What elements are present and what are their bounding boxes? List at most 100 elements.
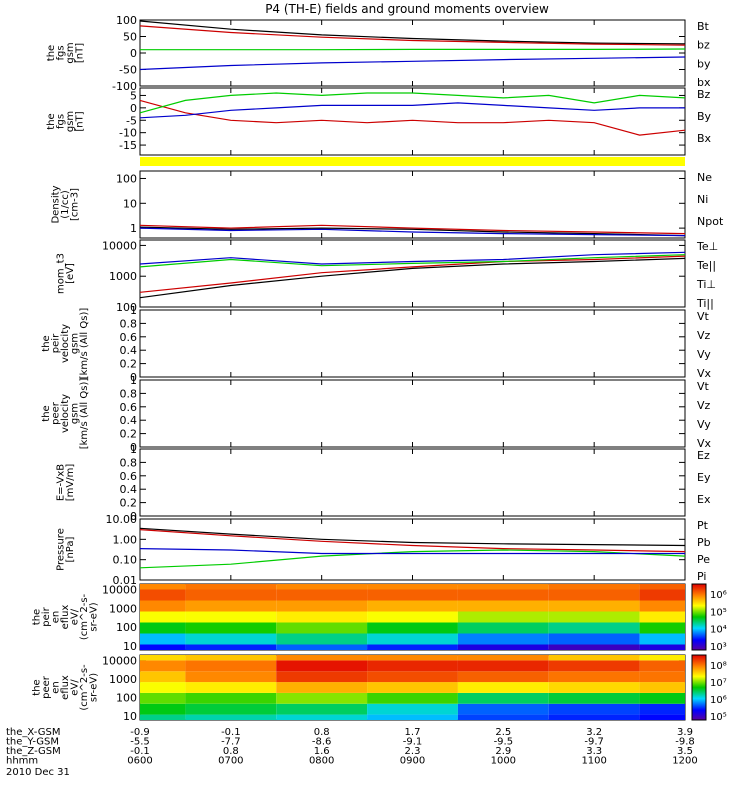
legend-entry: Ni: [697, 193, 708, 206]
legend-entry: Npot: [697, 215, 724, 228]
legend-entry: bx: [697, 76, 711, 89]
y-axis-label: fgs: [55, 45, 66, 60]
heatmap-cell: [185, 671, 277, 683]
heatmap-cell: [276, 692, 368, 704]
legend-entry: Ey: [697, 471, 711, 484]
x-row-label: the_Y-GSM: [6, 737, 59, 748]
y-axis-label: peir: [51, 333, 62, 353]
colorbar-tick-label: 10⁵: [710, 712, 727, 723]
panel-frame: [139, 379, 686, 448]
y-tick-label: 0.6: [120, 470, 138, 483]
y-axis-label: peer: [41, 675, 52, 699]
y-axis-label: gsm: [65, 42, 76, 63]
series-line: [139, 254, 686, 268]
y-tick-label: 10000: [102, 584, 137, 597]
panel-frame: [139, 87, 686, 156]
heatmap-cell: [548, 644, 640, 650]
x-tick-label: -9.8: [675, 737, 695, 748]
x-tick-label: 3.3: [586, 746, 602, 757]
heatmap-cell: [639, 692, 685, 704]
y-tick-label: 0: [130, 441, 137, 454]
heatmap-cell: [185, 622, 277, 634]
y-tick-label: 0.4: [120, 344, 138, 357]
heatmap-cell: [639, 611, 685, 623]
heatmap-cell: [140, 589, 186, 601]
y-axis-label: [mV/m]: [65, 464, 76, 502]
y-axis-label: the: [32, 679, 43, 695]
y-tick-label: 50: [123, 31, 137, 44]
y-tick-label: 5: [130, 89, 137, 102]
y-axis-label: [km/s (All Qs)]: [79, 378, 90, 450]
heatmap-cell: [140, 611, 186, 623]
heatmap-cell: [639, 584, 685, 590]
heatmap-cell: [548, 692, 640, 704]
y-axis-label: [nT]: [74, 111, 85, 131]
series-line: [139, 527, 686, 547]
series-line: [139, 529, 686, 553]
heatmap-cell: [140, 584, 186, 590]
colorbar-tick-label: 10⁸: [710, 661, 727, 672]
heatmap-cell: [185, 682, 277, 693]
heatmap-cell: [276, 671, 368, 683]
heatmap-cell: [457, 682, 549, 693]
series-line: [139, 20, 686, 45]
heatmap-cell: [548, 682, 640, 693]
heatmap-cell: [457, 600, 549, 612]
legend-entry: Pe: [697, 553, 710, 566]
y-tick-label: 10000: [102, 239, 137, 252]
legend-entry: Vy: [697, 418, 711, 431]
heatmap-cell: [639, 703, 685, 715]
colorbar-tick-label: 10⁷: [710, 678, 727, 689]
series-line: [139, 224, 686, 235]
y-tick-label: 0.8: [120, 317, 138, 330]
y-axis-label: eflux: [60, 605, 71, 630]
y-tick-label: -10: [119, 127, 137, 140]
x-tick-label: 3.5: [677, 746, 693, 757]
heatmap-cell: [548, 655, 640, 661]
status-bar: [140, 157, 685, 166]
series-line: [139, 548, 685, 555]
heatmap-cell: [548, 633, 640, 645]
figure-title: P4 (TH-E) fields and ground moments over…: [265, 2, 549, 16]
y-tick-label: 100: [116, 14, 137, 27]
heatmap-cell: [140, 692, 186, 704]
heatmap-cell: [140, 671, 186, 683]
heatmap-cell: [639, 633, 685, 645]
panel-9: 10⁸ 10⁷ 10⁶ 10⁵ 10000 1000 100 10 thepeereneflux…: [32, 654, 727, 723]
heatmap-cell: [276, 682, 368, 693]
legend-entry: Pt: [697, 519, 709, 532]
heatmap-cell: [457, 584, 549, 590]
heatmap-cell: [185, 714, 277, 720]
heatmap-cell: [276, 611, 368, 623]
y-axis-label: eV/: [70, 608, 81, 625]
x-tick-label: 0600: [127, 756, 152, 767]
x-row-label: the_Z-GSM: [6, 746, 61, 757]
heatmap-cell: [639, 660, 685, 672]
series-line: [139, 25, 686, 46]
heatmap-cell: [367, 584, 458, 590]
y-axis-label: en: [51, 681, 62, 694]
y-tick-label: 0.2: [120, 358, 138, 371]
legend-entry: by: [697, 57, 711, 70]
y-axis-label: eflux: [60, 675, 71, 700]
legend-entry: Vz: [697, 399, 711, 412]
y-tick-label: 0.2: [120, 497, 138, 510]
heatmap-cell: [140, 633, 186, 645]
y-axis-label: the: [41, 405, 52, 421]
y-axis-label: (cm^2-s-: [79, 593, 90, 640]
heatmap-cell: [548, 622, 640, 634]
y-tick-label: 1.00: [113, 533, 138, 546]
series-line: [139, 251, 686, 265]
heatmap-cell: [185, 633, 277, 645]
legend-entry: Ex: [697, 493, 711, 506]
legend-entry: Vy: [697, 348, 711, 361]
y-axis-label: E=-VxB: [55, 464, 66, 501]
heatmap-cell: [548, 589, 640, 601]
heatmap-cell: [548, 611, 640, 623]
heatmap-cell: [276, 622, 368, 634]
x-tick-label: 1100: [581, 756, 606, 767]
heatmap-cell: [367, 714, 458, 720]
series-line: [139, 102, 685, 119]
